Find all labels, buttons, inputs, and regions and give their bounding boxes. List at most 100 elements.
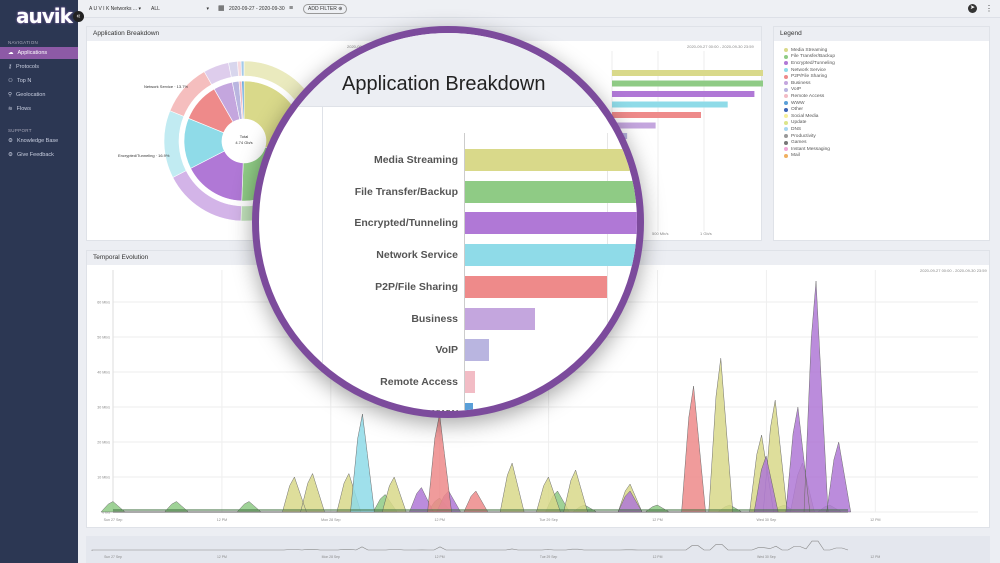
bar-3[interactable]: [612, 101, 728, 108]
add-filter-label: ADD FILTER: [308, 6, 337, 12]
legend-swatch-icon: [784, 153, 788, 158]
donut-label-encrypted: Encrypted/Tunneling · 16.9%: [118, 153, 170, 158]
bar-1[interactable]: [612, 80, 763, 87]
legend-label: Instant Messaging: [791, 146, 830, 152]
sidebar: auvik NAVIGATION ☁ Applications ⚷ Protocol…: [0, 0, 78, 563]
legend-item[interactable]: Update: [784, 120, 989, 127]
navigator-line: [91, 540, 849, 551]
collapse-sidebar-button[interactable]: «: [73, 11, 84, 22]
sidebar-item-label: Geolocation: [16, 92, 46, 98]
legend-item[interactable]: Media Streaming: [784, 47, 989, 54]
sidebar-item-applications[interactable]: ☁ Applications: [0, 47, 78, 59]
tenant-select[interactable]: A U V I K Networks ... ▾: [89, 0, 141, 18]
gear-icon: ⚙: [8, 152, 13, 158]
legend-swatch-icon: [784, 120, 788, 125]
legend-item[interactable]: Instant Messaging: [784, 146, 989, 153]
auvik-logo[interactable]: auvik: [16, 4, 73, 28]
bar-2[interactable]: [612, 91, 755, 97]
legend-list: Media Streaming File Transfer/Backup Encry…: [774, 41, 989, 159]
legend-item[interactable]: Productivity: [784, 133, 989, 140]
legend-item[interactable]: P2P/File Sharing: [784, 73, 989, 80]
legend-label: VoIP: [791, 87, 802, 93]
sidebar-item-flows[interactable]: ≋ Flows: [0, 103, 78, 115]
magnified-bar[interactable]: [465, 402, 473, 411]
sidebar-item-knowledge-base[interactable]: ⚙ Knowledge Base: [0, 135, 78, 147]
legend-item[interactable]: Encrypted/Tunneling: [784, 60, 989, 67]
bar-5[interactable]: [612, 122, 656, 129]
chevron-down-icon: ▾: [138, 6, 141, 12]
calendar-icon[interactable]: ▦: [218, 5, 225, 12]
navigator-tick-label: Tue 29 Sep: [540, 555, 558, 559]
legend-label: Media Streaming: [791, 47, 828, 53]
navigation-section-label: NAVIGATION: [8, 40, 39, 45]
magnified-bar-label: Remote Access: [380, 375, 458, 388]
legend-swatch-icon: [784, 94, 788, 99]
more-menu-icon[interactable]: ⋮: [985, 4, 993, 13]
legend-swatch-icon: [784, 114, 788, 119]
magnified-bar[interactable]: [465, 212, 637, 235]
x-tick-label: 12 PM: [217, 518, 227, 522]
legend-label: File Transfer/Backup: [791, 54, 835, 60]
legend-item[interactable]: Business: [784, 80, 989, 87]
sidebar-item-protocols[interactable]: ⚷ Protocols: [0, 61, 78, 73]
legend-label: WWW: [791, 100, 805, 106]
donut-hole: [222, 119, 266, 163]
series-area-3[interactable]: [113, 385, 848, 513]
series-area-4[interactable]: [113, 413, 848, 513]
magnified-bar[interactable]: [465, 180, 637, 203]
navigator-tick-label: Wed 30 Sep: [757, 555, 776, 559]
magnified-bar[interactable]: [465, 370, 475, 393]
magnified-bar[interactable]: [465, 339, 490, 362]
sidebar-item-label: Protocols: [16, 64, 39, 70]
legend-label: Encrypted/Tunneling: [791, 60, 835, 66]
magnified-bar[interactable]: [465, 149, 637, 171]
bar-4[interactable]: [612, 112, 701, 118]
range-note: 2020-09-27 00:00 - 2020-09-30 23:59: [920, 268, 987, 273]
legend-item[interactable]: Games: [784, 139, 989, 146]
legend-label: Business: [791, 80, 811, 86]
legend-swatch-icon: [784, 147, 788, 152]
legend-item[interactable]: DNS: [784, 126, 989, 133]
y-tick-label: 50 Mb/s: [97, 336, 110, 340]
range-note-right: 2020-09-27 00:00 - 2020-09-30 23:59: [687, 44, 754, 49]
legend-label: Social Media: [791, 113, 819, 119]
legend-item[interactable]: Network Service: [784, 67, 989, 74]
scope-select[interactable]: ALL ▾: [151, 0, 209, 18]
legend-swatch-icon: [784, 61, 788, 66]
add-filter-button[interactable]: ADD FILTER ⊕: [303, 4, 348, 14]
magnified-bar[interactable]: [465, 275, 607, 298]
legend-item[interactable]: VoIP: [784, 87, 989, 94]
magnified-bar-label: VoIP: [435, 344, 458, 357]
compass-icon[interactable]: ➤: [968, 4, 977, 13]
magnified-bar[interactable]: [465, 244, 637, 267]
magnified-bar[interactable]: [465, 307, 535, 330]
legend-label: Productivity: [791, 133, 816, 139]
legend-swatch-icon: [784, 54, 788, 59]
chevron-down-icon: ▾: [206, 6, 209, 12]
legend-item[interactable]: Remote Access: [784, 93, 989, 100]
legend-label: Network Service: [791, 67, 826, 73]
x-tick-1g: 1 Gb/s: [700, 231, 712, 236]
key-icon: ⚷: [8, 64, 13, 70]
navigator-tick-label: Mon 28 Sep: [322, 555, 340, 559]
sidebar-item-label: Give Feedback: [16, 152, 54, 158]
magnified-bar-label: P2P/File Sharing: [375, 280, 458, 293]
legend-item[interactable]: WWW: [784, 100, 989, 107]
date-range[interactable]: 2020-09-27 - 2020-09-30: [229, 6, 285, 12]
legend-item[interactable]: File Transfer/Backup: [784, 54, 989, 61]
sidebar-item-give-feedback[interactable]: ⚙ Give Feedback: [0, 149, 78, 161]
bar-0[interactable]: [612, 70, 763, 76]
time-navigator[interactable]: [86, 536, 990, 563]
legend-swatch-icon: [784, 81, 788, 86]
filter-icon[interactable]: ≡: [289, 5, 294, 12]
legend-item[interactable]: Social Media: [784, 113, 989, 120]
legend-item[interactable]: Other: [784, 106, 989, 113]
scope-value: ALL: [151, 6, 160, 12]
donut-outer-slice-8[interactable]: [240, 60, 245, 77]
sidebar-item-geolocation[interactable]: ⚲ Geolocation: [0, 89, 78, 101]
legend-label: DNS: [791, 126, 802, 132]
legend-item[interactable]: Mail: [784, 153, 989, 160]
sidebar-item-top-n[interactable]: ⚇ Top N: [0, 75, 78, 87]
magnified-title: Application Breakdown: [342, 73, 546, 95]
